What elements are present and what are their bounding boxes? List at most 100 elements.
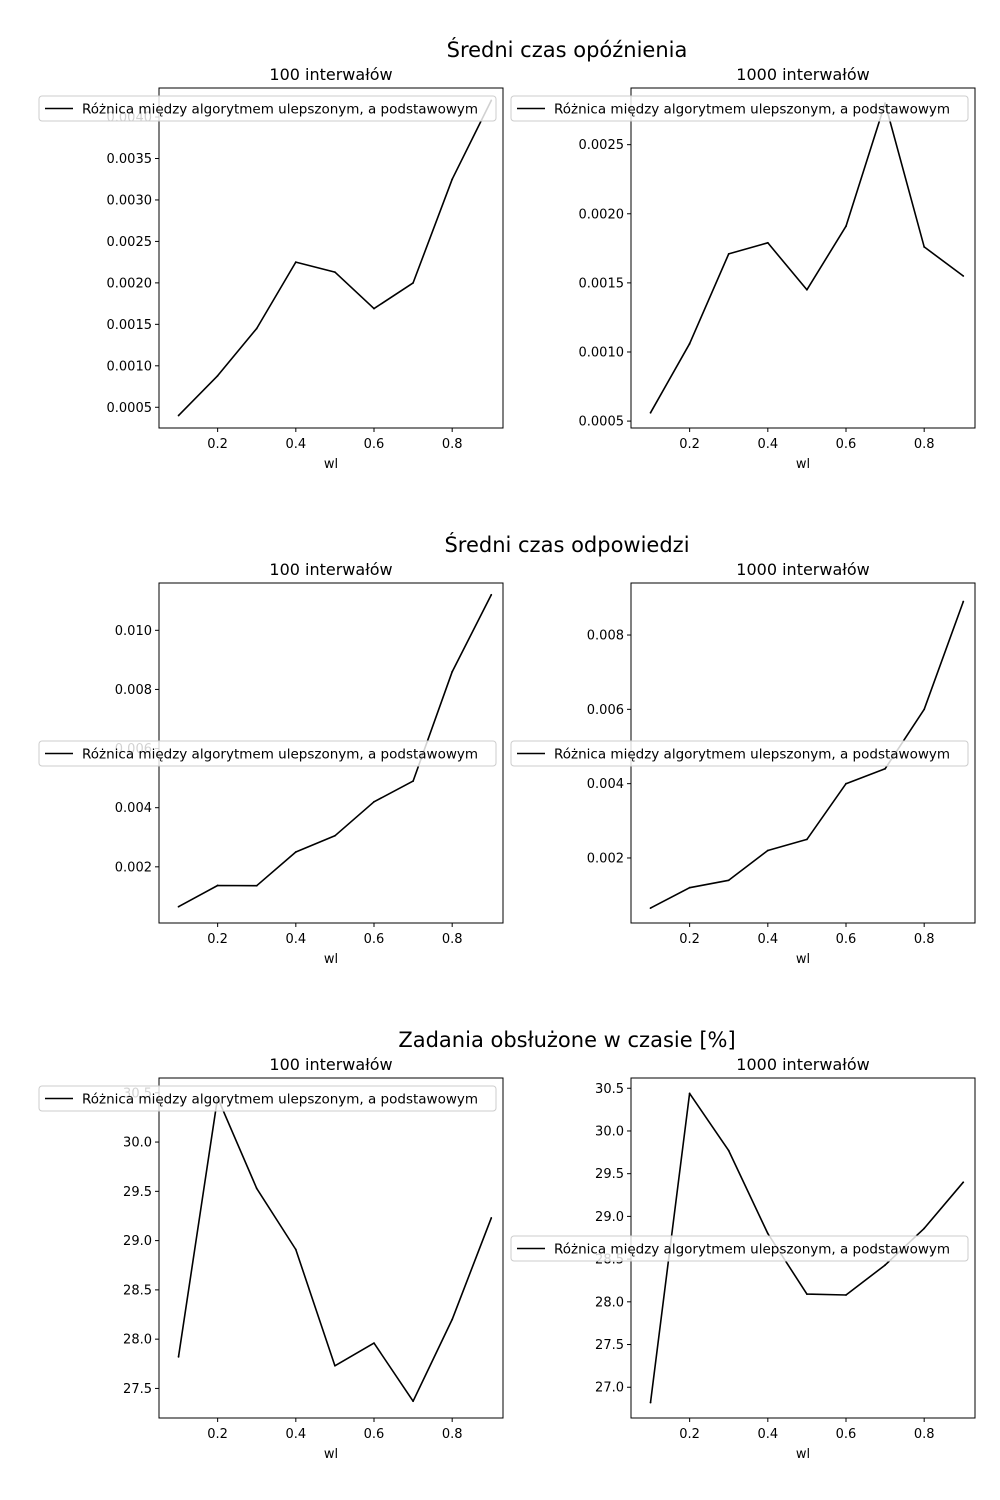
legend-label: Różnica między algorytmem ulepszonym, a … (82, 747, 478, 763)
x-tick-label: 0.8 (442, 437, 463, 452)
x-tick-label: 0.2 (207, 437, 228, 452)
data-point (727, 1149, 730, 1152)
data-point (412, 1400, 414, 1403)
x-tick-label: 0.2 (679, 437, 700, 452)
y-tick-label: 0.0020 (579, 207, 625, 222)
data-point (216, 374, 219, 377)
legend-box (510, 95, 969, 122)
data-point (216, 884, 219, 887)
y-tick-label: 28.0 (595, 1295, 624, 1310)
charts: 100 interwałów 0.2 0.4 0.6 0.8 0.0005 0.0010 0.… (38, 65, 976, 1462)
x-tick-label: 0.6 (836, 1427, 857, 1442)
x-tick-label: 0.2 (207, 932, 228, 947)
x-tick-label: 0.2 (679, 932, 700, 947)
data-point (649, 411, 652, 414)
data-point (334, 271, 336, 273)
x-tick-label: 0.8 (914, 1427, 935, 1442)
data-point (177, 414, 180, 417)
legend: Różnica między algorytmem ulepszonym, a … (510, 740, 969, 767)
data-point (884, 1264, 886, 1266)
y-tick-label: 0.0005 (579, 415, 625, 430)
y-tick-label: 28.5 (123, 1283, 152, 1298)
data-point (688, 886, 691, 889)
chart-title: 100 interwałów (269, 560, 392, 579)
x-tick-label: 0.8 (442, 1427, 463, 1442)
data-point (923, 708, 926, 711)
data-point (412, 780, 414, 782)
data-point (649, 1401, 652, 1404)
x-tick-label: 0.4 (285, 932, 306, 947)
data-point (373, 307, 375, 310)
legend-box (510, 1235, 969, 1262)
data-point (923, 1227, 926, 1230)
y-tick-label: 0.0020 (107, 276, 153, 291)
y-tick-label: 0.0025 (579, 138, 625, 153)
y-tick-label: 29.5 (123, 1185, 152, 1200)
data-point (334, 1364, 336, 1367)
y-tick-label: 29.0 (123, 1234, 152, 1249)
legend-box (38, 740, 497, 767)
chart-title: 100 interwałów (269, 65, 392, 84)
x-tick-label: 0.6 (836, 437, 857, 452)
y-tick-label: 28.0 (123, 1333, 152, 1348)
y-tick-label: 0.0030 (107, 193, 153, 208)
chart-title: 1000 interwałów (736, 560, 869, 579)
data-point (177, 905, 180, 908)
y-tick-label: 0.002 (115, 860, 152, 875)
y-tick-label: 0.002 (587, 851, 624, 866)
data-point (766, 241, 769, 244)
y-tick-label: 0.004 (115, 801, 152, 816)
data-point (727, 252, 730, 255)
group-title-response: Średni czas odpowiedzi (444, 532, 689, 557)
legend-label: Różnica między algorytmem ulepszonym, a … (554, 1242, 950, 1258)
x-tick-label: 0.8 (914, 932, 935, 947)
y-tick-label: 0.0010 (579, 345, 625, 360)
legend: Różnica między algorytmem ulepszonym, a … (38, 95, 497, 122)
group-title-delay: Średni czas opóźnienia (447, 37, 688, 62)
data-point (688, 1092, 691, 1095)
legend-label: Różnica między algorytmem ulepszonym, a … (82, 102, 478, 118)
y-tick-label: 0.010 (115, 624, 152, 639)
y-tick-label: 0.0005 (107, 401, 153, 416)
x-axis-label: wl (324, 1447, 338, 1462)
legend-box (38, 95, 497, 122)
legend-box (38, 1085, 497, 1112)
y-tick-label: 27.0 (595, 1381, 624, 1396)
data-point (373, 1342, 375, 1345)
chart-title: 1000 interwałów (736, 65, 869, 84)
y-tick-label: 30.5 (595, 1082, 624, 1097)
x-tick-label: 0.2 (207, 1427, 228, 1442)
y-tick-label: 0.008 (587, 629, 624, 644)
data-point (845, 225, 847, 228)
data-point (255, 1187, 258, 1190)
data-point (294, 1248, 297, 1251)
data-point (177, 1355, 180, 1358)
data-point (451, 178, 454, 181)
data-point (649, 907, 652, 910)
y-tick-label: 0.0035 (107, 152, 153, 167)
chart-panel-2: 100 interwałów 0.2 0.4 0.6 0.8 0.002 0.004 0.00… (38, 560, 504, 967)
x-tick-label: 0.4 (285, 1427, 306, 1442)
group-title-on-time: Zadania obsłużone w czasie [%] (398, 1028, 735, 1052)
data-point (294, 261, 297, 264)
data-point (334, 834, 336, 837)
plot-frame (158, 87, 504, 429)
y-tick-label: 27.5 (595, 1338, 624, 1353)
data-point (923, 246, 926, 248)
x-tick-label: 0.6 (836, 932, 857, 947)
data-point (412, 281, 414, 284)
y-tick-label: 30.0 (595, 1124, 624, 1139)
x-tick-label: 0.4 (285, 437, 306, 452)
chart-title: 100 interwałów (269, 1055, 392, 1074)
x-axis-label: wl (796, 952, 810, 967)
y-tick-label: 0.0015 (107, 318, 153, 333)
x-tick-label: 0.4 (757, 437, 778, 452)
data-point (255, 884, 258, 887)
data-point (962, 1181, 965, 1184)
x-axis-label: wl (796, 457, 810, 472)
data-point (373, 800, 375, 803)
y-tick-label: 0.0025 (107, 235, 153, 250)
chart-panel-3: 1000 interwałów 0.2 0.4 0.6 0.8 0.002 0.004 0.0… (510, 560, 976, 967)
y-tick-label: 0.0010 (107, 359, 153, 374)
data-point (294, 851, 297, 853)
